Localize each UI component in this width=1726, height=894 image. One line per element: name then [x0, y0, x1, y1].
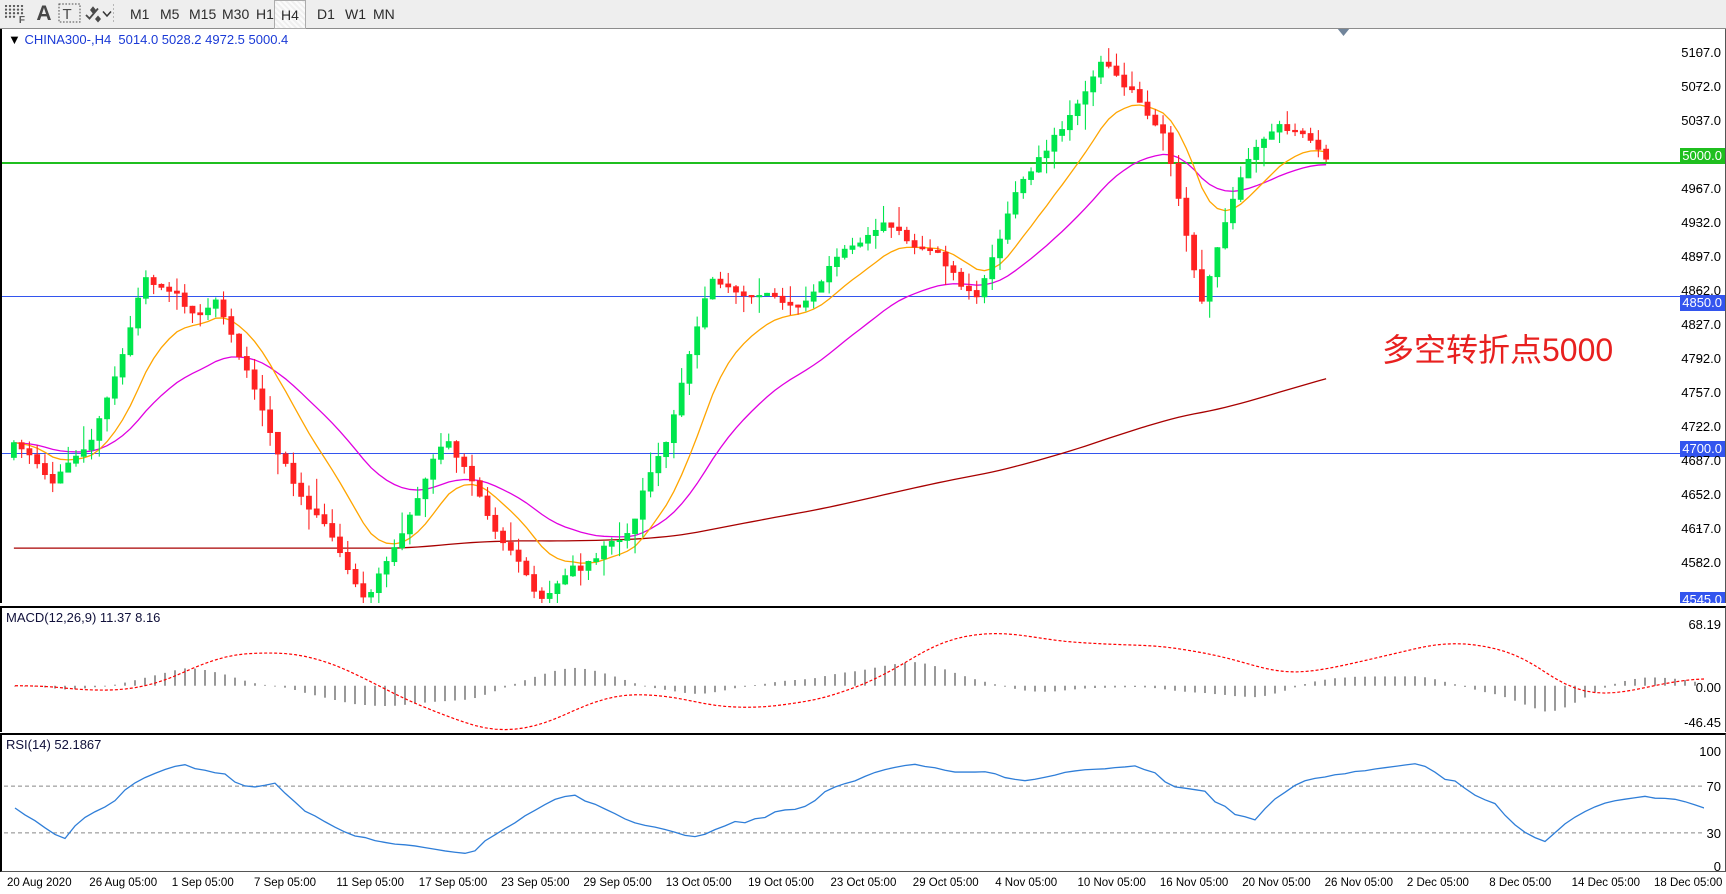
svg-text:T: T	[63, 6, 72, 23]
svg-text:F: F	[19, 15, 25, 23]
